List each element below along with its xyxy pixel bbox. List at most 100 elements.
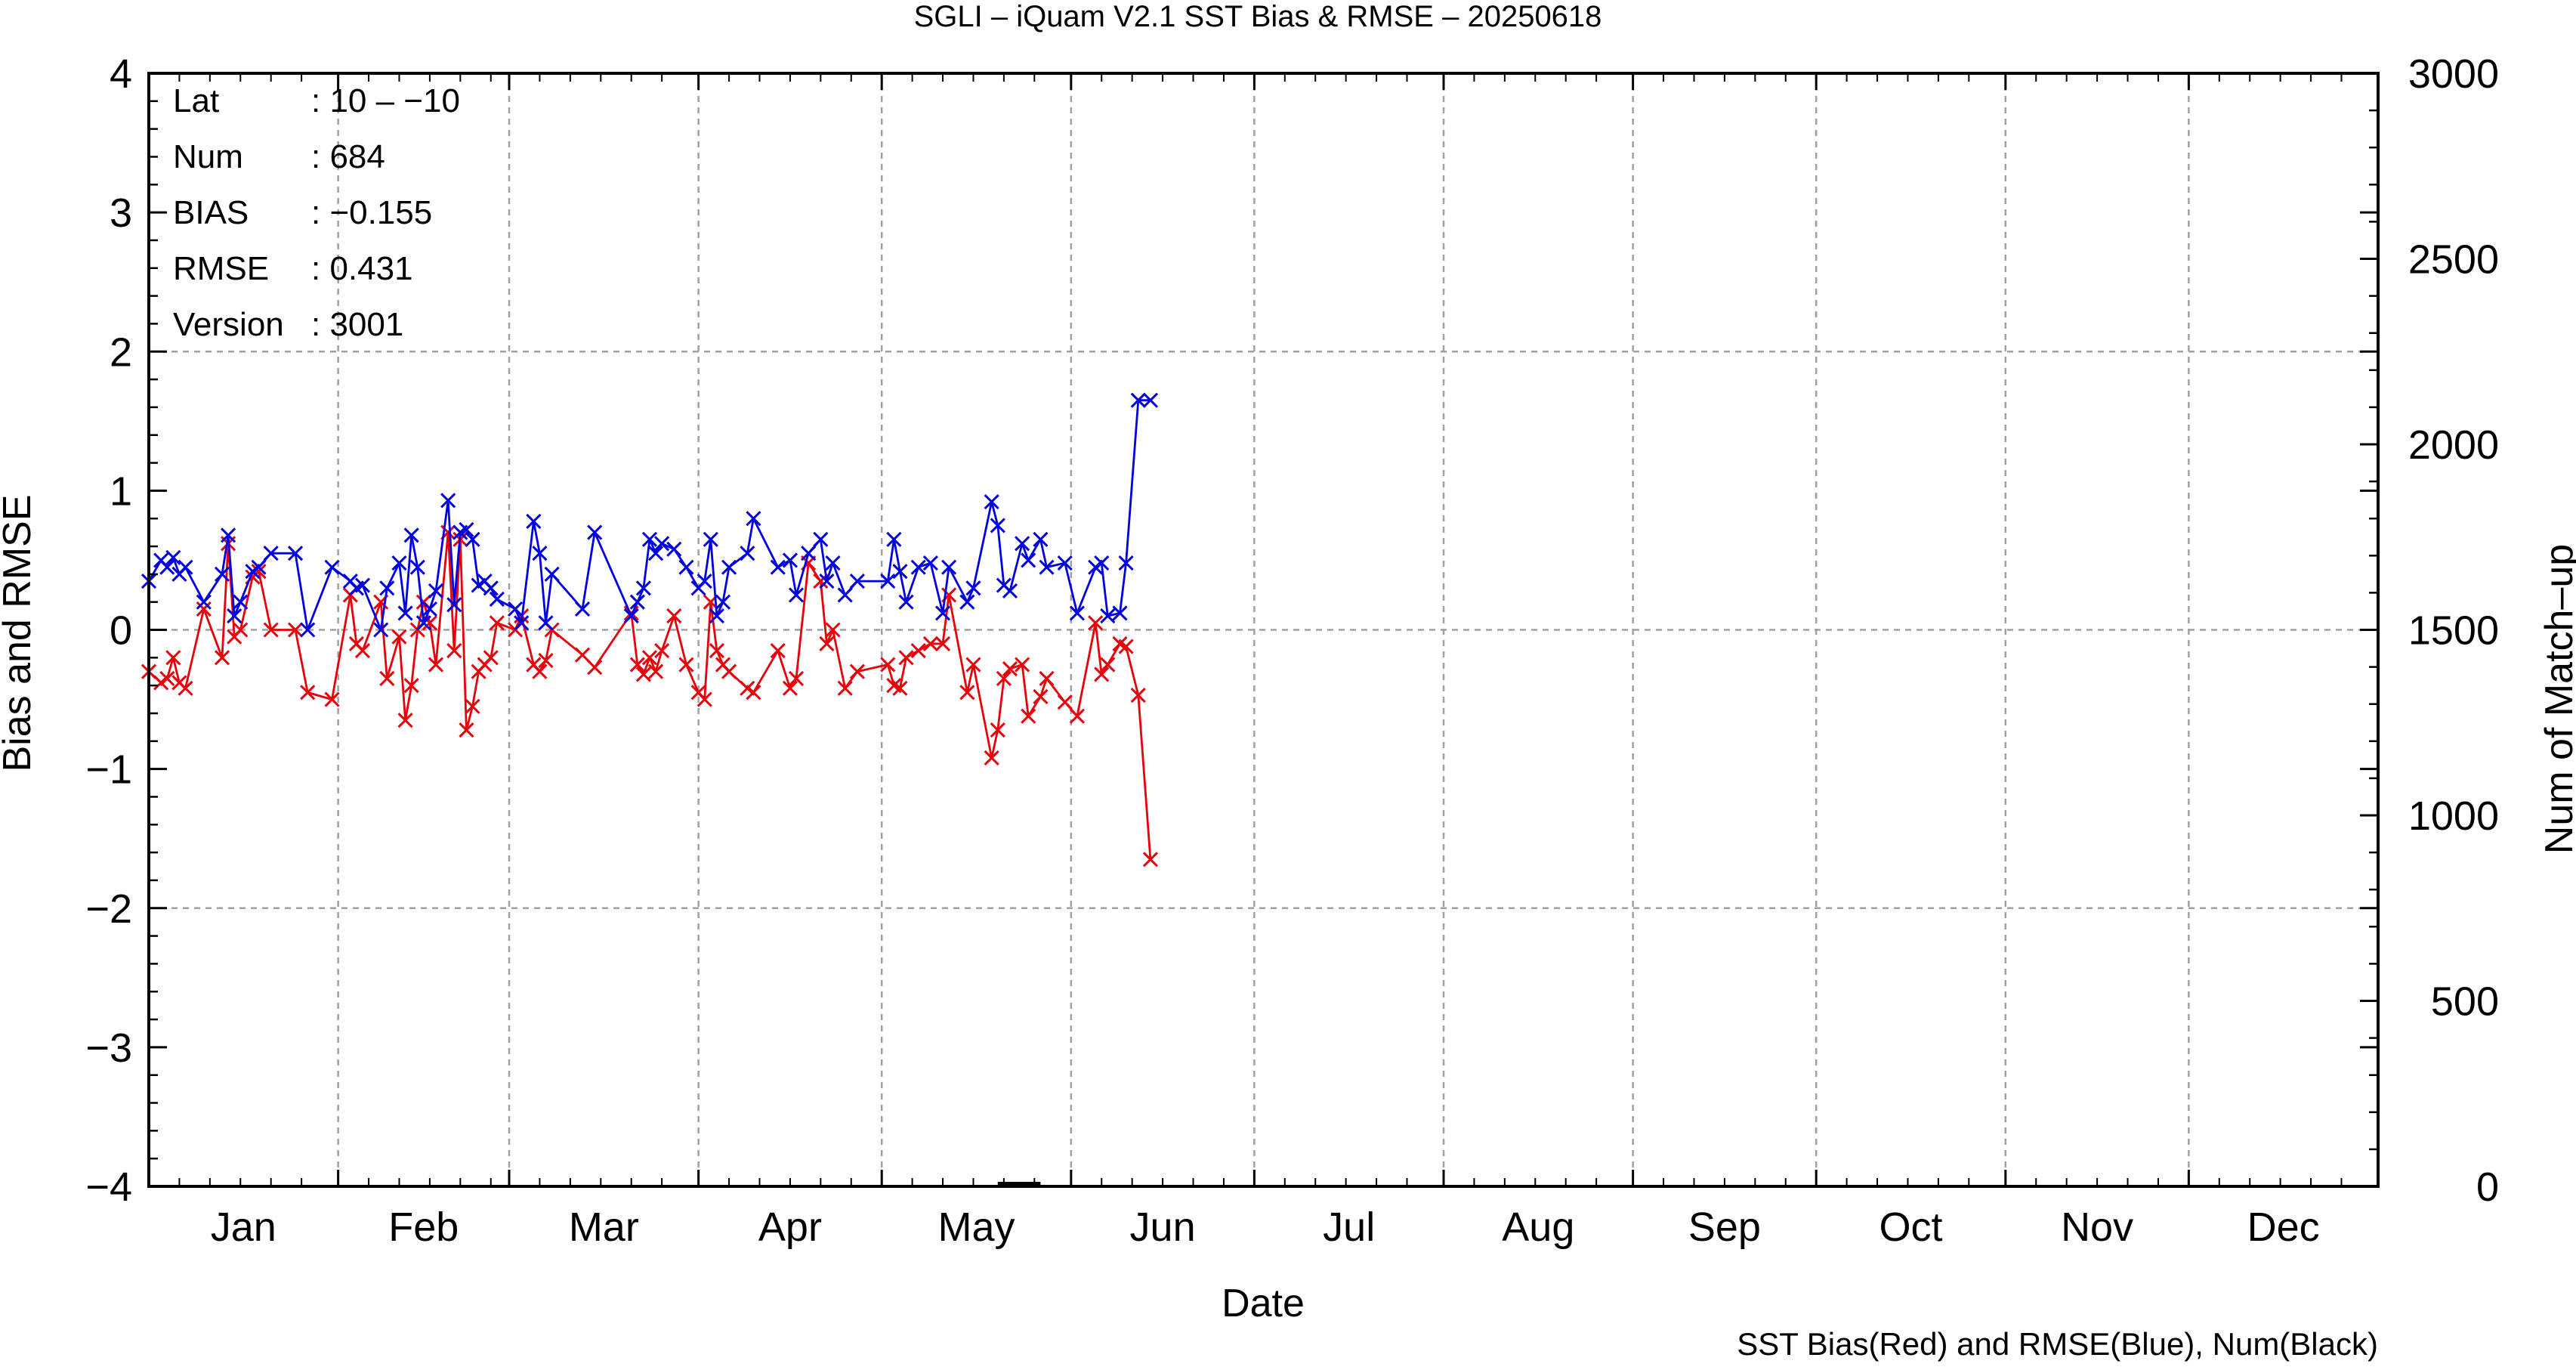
x-axis-month-label: Dec <box>2247 1205 2320 1250</box>
bias-point <box>483 650 499 666</box>
bias-point <box>532 663 548 679</box>
y-axis-tick-label: −4 <box>85 1164 132 1210</box>
rmse-point <box>1118 555 1134 571</box>
y2-axis-tick-label: 3000 <box>2408 51 2499 97</box>
rmse-point <box>300 622 316 638</box>
rmse-point <box>934 605 951 621</box>
bias-point <box>1142 852 1158 867</box>
y2-axis-tick-label: 500 <box>2431 979 2499 1025</box>
x-axis-label: Date <box>1222 1282 1305 1325</box>
bias-point <box>770 643 786 659</box>
rmse-point <box>654 536 670 552</box>
rmse-point <box>740 546 755 561</box>
rmse-point <box>459 521 474 537</box>
stats-label: Num <box>173 138 243 175</box>
bias-point <box>819 636 835 651</box>
bias-point <box>654 643 670 659</box>
bias-point <box>287 622 304 638</box>
rmse-point <box>1094 555 1110 571</box>
rmse-point <box>415 615 431 631</box>
bias-point <box>1002 660 1018 677</box>
chart-footer: SST Bias(Red) and RMSE(Blue), Num(Black) <box>1737 1326 2378 1362</box>
rmse-point <box>746 511 761 527</box>
bias-point <box>837 680 853 696</box>
bias-point <box>159 670 175 687</box>
bias-point <box>391 629 407 645</box>
rmse-series <box>141 392 1158 638</box>
rmse-point <box>440 493 456 509</box>
rmse-point <box>465 531 480 547</box>
x-axis-month-label: Sep <box>1688 1205 1761 1250</box>
stats-box: Lat: 10 – −10 Num: 684 BIAS: −0.155 RMSE: 0… <box>173 82 460 343</box>
bias-point <box>263 622 279 638</box>
rmse-point <box>508 601 524 617</box>
rmse-point <box>227 608 242 624</box>
rmse-point <box>703 531 718 547</box>
rmse-point <box>770 559 786 575</box>
rmse-point <box>354 577 371 593</box>
rmse-point <box>263 546 279 561</box>
rmse-point <box>1130 392 1146 408</box>
rmse-point <box>587 524 603 540</box>
rmse-point <box>574 601 591 617</box>
stats-label: Version <box>173 306 284 343</box>
bias-point <box>984 750 999 765</box>
bias-line <box>148 531 1152 860</box>
rmse-point <box>532 546 548 561</box>
bias-point <box>403 678 419 694</box>
stats-label: BIAS <box>173 194 249 231</box>
bias-point <box>629 657 645 673</box>
rmse-point <box>898 594 914 610</box>
x-axis-month-label: Jul <box>1323 1205 1375 1250</box>
bias-point <box>251 564 267 580</box>
rmse-point <box>959 594 975 610</box>
rmse-point <box>446 597 462 613</box>
stats-value: : 10 – −10 <box>311 82 460 119</box>
bias-point <box>446 643 462 659</box>
rmse-point <box>892 564 908 580</box>
rmse-point <box>697 573 712 589</box>
rmse-point <box>910 559 926 575</box>
bias-point <box>574 647 591 663</box>
y-axis-tick-label: 3 <box>110 190 132 236</box>
rmse-point <box>403 527 419 543</box>
rmse-point <box>647 546 664 561</box>
rmse-point <box>489 591 505 608</box>
bias-point <box>354 643 371 659</box>
y-axis-tick-label: 2 <box>110 329 132 375</box>
rmse-point <box>1033 531 1049 547</box>
rmse-point <box>373 622 389 638</box>
rmse-point <box>837 587 853 603</box>
rmse-point <box>623 608 639 624</box>
rmse-point <box>214 566 230 582</box>
bias-point <box>623 605 639 621</box>
y2-axis-tick-label: 1500 <box>2408 608 2499 654</box>
bias-point <box>898 650 914 666</box>
bias-point <box>489 615 505 631</box>
bias-point <box>965 657 981 673</box>
rmse-point <box>324 559 340 575</box>
bias-point <box>587 660 603 676</box>
rmse-point <box>196 594 212 610</box>
x-axis-month-label: Mar <box>569 1205 639 1250</box>
bias-point <box>1033 688 1049 704</box>
rmse-point <box>819 573 835 589</box>
rmse-point <box>233 594 249 610</box>
bias-point <box>196 601 212 617</box>
bias-point <box>709 643 724 659</box>
rmse-point <box>886 531 902 547</box>
bias-point <box>697 691 712 707</box>
bias-point <box>1100 657 1116 673</box>
bias-point <box>1130 687 1146 704</box>
stats-label: RMSE <box>173 250 269 287</box>
rmse-point <box>788 587 805 603</box>
stats-label: Lat <box>173 82 219 119</box>
y-axis-tick-label: 0 <box>110 608 132 654</box>
bias-point <box>465 698 480 714</box>
rmse-point <box>483 580 499 596</box>
y2-axis-tick-label: 0 <box>2476 1164 2499 1210</box>
rmse-point <box>825 555 841 571</box>
bias-point <box>990 722 1005 738</box>
